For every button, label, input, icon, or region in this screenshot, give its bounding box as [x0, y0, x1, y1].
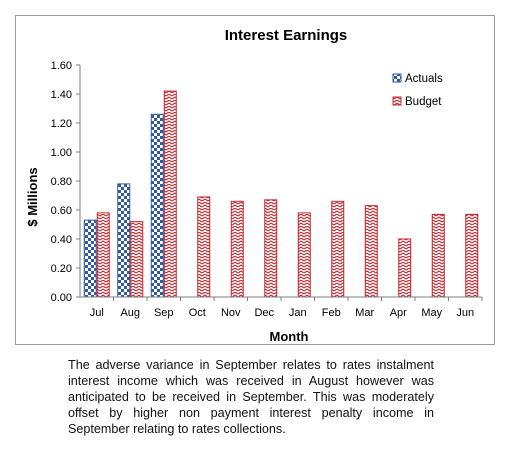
y-tick-label: 1.60 [51, 60, 72, 72]
y-tick-label: 1.40 [51, 89, 72, 101]
x-tick-label: Aug [120, 307, 140, 319]
legend: Actuals Budget [392, 73, 443, 108]
bar-budget-jan [297, 212, 311, 298]
x-tick-label: Dec [254, 307, 274, 319]
x-tick-label: Jun [456, 307, 474, 319]
x-axis-ticks: Jul Aug Sep Oct Nov Dec Jan Feb Mar Apr May Jun [90, 297, 483, 319]
y-axis-label: $ Millions [25, 167, 40, 226]
x-tick-label: Feb [322, 307, 341, 319]
y-tick-label: 1.00 [51, 147, 72, 159]
bar-budget-mar [364, 205, 378, 298]
x-tick-label: Jul [90, 307, 104, 319]
bar-actuals-jul [83, 219, 97, 298]
x-tick-label: Sep [154, 307, 174, 319]
y-tick-label: 0.60 [51, 205, 72, 217]
legend-label-budget: Budget [405, 96, 442, 108]
y-tick-label: 0.00 [51, 292, 72, 304]
bar-budget-feb [331, 200, 345, 298]
legend-label-actuals: Actuals [405, 73, 443, 85]
bar-budget-aug [130, 221, 144, 298]
y-tick-label: 0.80 [51, 176, 72, 188]
bar-budget-apr [398, 238, 412, 298]
chart-title: Interest Earnings [225, 27, 348, 44]
bar-budget-may [431, 213, 445, 298]
bar-budget-dec [264, 199, 278, 298]
chart-frame: Interest Earnings $ Millions Month 0.00 0… [15, 15, 495, 345]
y-tick-label: 0.40 [51, 234, 72, 246]
bars [83, 90, 479, 298]
x-tick-label: Apr [390, 307, 407, 319]
chart-caption: The adverse variance in September relate… [68, 358, 434, 436]
y-tick-label: 1.20 [51, 118, 72, 130]
legend-swatch-budget [392, 96, 402, 106]
legend-swatch-actuals [392, 73, 402, 83]
bar-budget-jul [96, 212, 110, 298]
y-tick-label: 0.20 [51, 263, 72, 275]
bar-budget-jun [465, 213, 479, 298]
bar-actuals-aug [117, 183, 131, 298]
bar-budget-oct [197, 196, 211, 298]
x-tick-label: Oct [189, 307, 206, 319]
x-axis-label: Month [270, 329, 309, 344]
bar-budget-sep [163, 90, 177, 298]
x-tick-label: Nov [221, 307, 241, 319]
y-axis-ticks: 0.00 0.20 0.40 0.60 0.80 1.00 1.20 1.40 1.60 [51, 60, 80, 304]
x-tick-label: May [421, 307, 442, 319]
x-tick-label: Jan [289, 307, 307, 319]
bar-actuals-sep [150, 113, 164, 298]
bar-budget-nov [230, 200, 244, 298]
interest-earnings-chart: Interest Earnings $ Millions Month 0.000… [25, 27, 483, 344]
x-tick-label: Mar [355, 307, 374, 319]
